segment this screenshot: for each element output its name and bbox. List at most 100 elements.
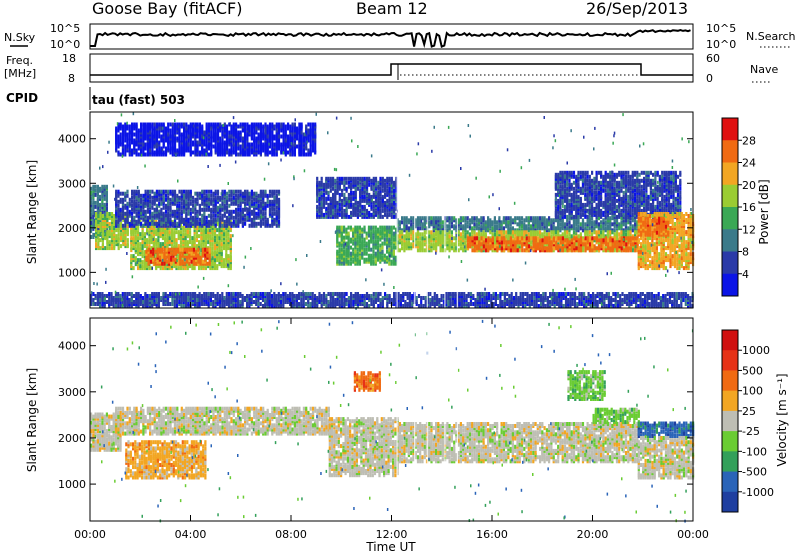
heatmap-cell	[164, 197, 168, 202]
heatmap-cell	[137, 242, 140, 247]
heatmap-cell	[473, 218, 476, 223]
heatmap-cell	[158, 122, 161, 127]
heatmap-cell	[419, 218, 422, 223]
heatmap-cell	[388, 182, 391, 187]
heatmap-cell	[493, 218, 496, 223]
heatmap-cell	[300, 130, 303, 135]
heatmap-cell	[97, 230, 100, 235]
heatmap-cell	[466, 220, 469, 225]
heatmap-cell	[149, 122, 152, 127]
heatmap-cell	[189, 221, 192, 226]
heatmap-cell	[239, 122, 242, 127]
heatmap-cell	[196, 191, 199, 196]
heatmap-cell	[462, 224, 465, 229]
heatmap-cell	[117, 207, 120, 212]
heatmap-cell	[248, 191, 251, 196]
heatmap-cell	[128, 142, 131, 147]
heatmap-cell	[137, 134, 140, 139]
heatmap-cell	[457, 230, 460, 235]
heatmap-cell	[241, 193, 244, 198]
heatmap-cell	[253, 193, 256, 198]
heatmap-cell	[222, 232, 226, 237]
heatmap-cell	[244, 189, 247, 194]
heatmap-cell	[239, 148, 242, 153]
heatmap-cell	[173, 122, 177, 127]
station-title: Goose Bay (fitACF)	[92, 0, 242, 18]
heatmap-cell	[104, 236, 107, 241]
heatmap-cell	[287, 138, 290, 143]
heatmap-cell	[131, 189, 134, 194]
heatmap-cell	[130, 228, 133, 233]
heatmap-cell	[432, 242, 435, 247]
heatmap-cell	[361, 253, 364, 258]
heatmap-cell	[105, 206, 108, 211]
heatmap-cell	[600, 220, 603, 225]
heatmap-cell	[316, 196, 319, 201]
heatmap-cell	[473, 230, 476, 235]
heatmap-cell	[180, 122, 183, 127]
heatmap-cell	[171, 128, 174, 133]
heatmap-cell	[386, 198, 389, 203]
heatmap-cell	[212, 213, 215, 218]
heatmap-cell	[202, 264, 205, 269]
heatmap-cell	[343, 249, 346, 254]
heatmap-cell	[477, 230, 481, 235]
heatmap-cell	[334, 184, 337, 189]
heatmap-cell	[160, 189, 163, 194]
heatmap-cell	[412, 242, 415, 247]
heatmap-cell	[302, 136, 305, 141]
heatmap-cell	[131, 148, 134, 153]
heatmap-cell	[223, 219, 226, 224]
heatmap-cell	[631, 216, 634, 221]
heatmap-cell	[368, 210, 371, 215]
heatmap-cell	[160, 134, 163, 139]
heatmap-cell	[611, 222, 614, 227]
heatmap-cell	[372, 225, 375, 230]
heatmap-cell	[117, 150, 120, 155]
heatmap-cell	[441, 230, 444, 235]
heatmap-cell	[117, 236, 120, 241]
heatmap-cell	[347, 180, 350, 185]
heatmap-cell	[572, 218, 576, 223]
heatmap-cell	[218, 236, 221, 241]
heatmap-cell	[453, 216, 456, 221]
heatmap-cell	[588, 218, 591, 223]
heatmap-cell	[158, 193, 161, 198]
heatmap-cell	[119, 213, 122, 218]
heatmap-cell	[148, 238, 151, 243]
heatmap-cell	[253, 130, 256, 135]
heatmap-cell	[207, 152, 210, 157]
heatmap-cell	[356, 200, 359, 205]
heatmap-cell	[624, 218, 628, 223]
heatmap-cell	[257, 132, 260, 137]
heatmap-cell	[298, 126, 301, 131]
heatmap-cell	[277, 189, 281, 194]
heatmap-cell	[334, 212, 337, 217]
heatmap-cell	[255, 122, 258, 127]
heatmap-cell	[196, 128, 199, 133]
heatmap-cell	[412, 230, 415, 235]
heatmap-cell	[150, 234, 153, 239]
heatmap-cell	[108, 240, 111, 245]
heatmap-cell	[435, 218, 438, 223]
heatmap-cell	[307, 122, 310, 127]
heatmap-cell	[453, 242, 456, 247]
heatmap-cell	[177, 266, 180, 271]
heatmap-cell	[529, 224, 533, 229]
heatmap-cell	[395, 245, 398, 250]
heatmap-cell	[338, 176, 341, 181]
heatmap-cell	[221, 130, 224, 135]
heatmap-cell	[159, 228, 162, 233]
heatmap-cell	[568, 220, 571, 225]
heatmap-cell	[124, 144, 127, 149]
heatmap-cell	[250, 209, 253, 214]
nsearch-label: N.Search	[746, 30, 796, 43]
heatmap-cell	[137, 128, 140, 133]
heatmap-cell	[356, 180, 359, 185]
heatmap-cell	[198, 221, 201, 226]
heatmap-cell	[450, 218, 453, 223]
heatmap-cell	[273, 134, 276, 139]
heatmap-cell	[160, 126, 163, 131]
heatmap-cell	[115, 193, 118, 198]
heatmap-cell	[606, 218, 609, 223]
